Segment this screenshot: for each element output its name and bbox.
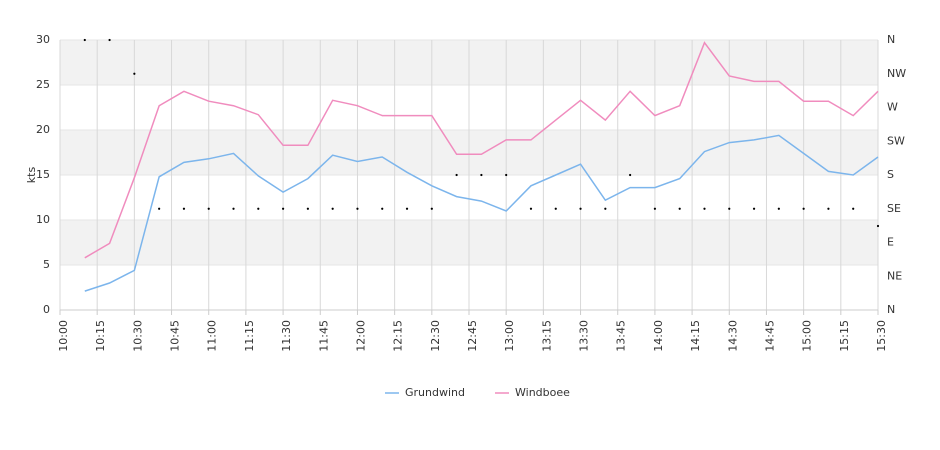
y-axis-label: kts (25, 167, 38, 184)
direction-dot (579, 207, 582, 210)
direction-dot (207, 207, 210, 210)
y2-tick-label: S (887, 168, 894, 181)
y-tick-label: 25 (36, 78, 50, 91)
direction-dot (505, 173, 508, 177)
x-tick-label: 10:15 (94, 320, 107, 352)
x-tick-label: 14:45 (763, 320, 776, 352)
x-tick-label: 10:30 (131, 320, 144, 352)
direction-dot (752, 207, 756, 210)
x-tick-label: 15:15 (838, 320, 851, 352)
x-tick-label: 13:00 (503, 320, 516, 352)
x-tick-label: 14:30 (726, 320, 739, 352)
direction-dot (629, 173, 632, 177)
direction-dot (554, 207, 557, 210)
series-line (84, 134, 879, 292)
direction-dot (83, 38, 86, 42)
direction-dot (356, 207, 359, 210)
y-tick-label: 30 (36, 33, 50, 46)
x-tick-label: 14:00 (652, 320, 665, 352)
x-tick-label: 13:30 (578, 320, 591, 352)
x-tick-label: 11:15 (243, 320, 256, 352)
y2-tick-label: E (887, 236, 894, 249)
legend-label: Grundwind (405, 386, 465, 399)
direction-dot (306, 207, 309, 210)
y-tick-label: 15 (36, 168, 50, 181)
direction-dot (133, 72, 136, 75)
x-tick-label: 12:00 (354, 320, 367, 352)
y2-tick-label: N (887, 303, 895, 316)
y2-tick-label: SE (887, 202, 901, 215)
direction-dot (158, 207, 161, 210)
direction-dot (876, 224, 880, 228)
direction-dot (653, 207, 657, 210)
direction-dot (455, 173, 458, 177)
legend-item: Windboee (495, 386, 570, 399)
direction-dot (529, 207, 533, 210)
y-tick-label: 20 (36, 123, 50, 136)
direction-dot (852, 207, 855, 210)
direction-dot (430, 207, 433, 210)
direction-dot (802, 207, 805, 210)
direction-dot (604, 207, 607, 210)
x-tick-label: 15:30 (875, 320, 888, 352)
direction-dot (678, 207, 681, 210)
direction-dot (381, 207, 384, 210)
x-tick-label: 14:15 (689, 320, 702, 352)
direction-dot (182, 207, 186, 210)
x-tick-label: 11:00 (206, 320, 219, 352)
y2-tick-label: NE (887, 269, 902, 282)
x-tick-label: 12:30 (429, 320, 442, 352)
x-tick-label: 13:45 (615, 320, 628, 352)
direction-dot (728, 207, 731, 210)
x-tick-label: 10:00 (57, 320, 70, 352)
y-tick-label: 10 (36, 213, 50, 226)
x-tick-label: 13:15 (540, 320, 553, 352)
direction-dot (480, 173, 483, 177)
y2-tick-label: W (887, 101, 898, 114)
y2-tick-label: SW (887, 134, 905, 147)
y2-tick-label: N (887, 33, 895, 46)
direction-dot (108, 38, 111, 42)
x-tick-label: 15:00 (801, 320, 814, 352)
x-tick-label: 10:45 (169, 320, 182, 352)
legend-label: Windboee (515, 386, 570, 399)
legend-item: Grundwind (385, 386, 465, 399)
direction-dot (405, 207, 409, 210)
x-tick-label: 11:30 (280, 320, 293, 352)
y-tick-label: 0 (43, 303, 50, 316)
direction-dot (232, 207, 235, 210)
direction-dot (703, 207, 706, 210)
y-tick-label: 5 (43, 258, 50, 271)
x-tick-label: 12:45 (466, 320, 479, 352)
direction-dot (827, 207, 830, 210)
x-tick-label: 12:15 (392, 320, 405, 352)
direction-dot (777, 207, 780, 210)
y2-tick-label: NW (887, 67, 906, 80)
series-line (84, 41, 879, 259)
direction-dot (331, 207, 334, 210)
x-tick-label: 11:45 (317, 320, 330, 352)
direction-dot (257, 207, 260, 210)
direction-dot (281, 207, 285, 210)
